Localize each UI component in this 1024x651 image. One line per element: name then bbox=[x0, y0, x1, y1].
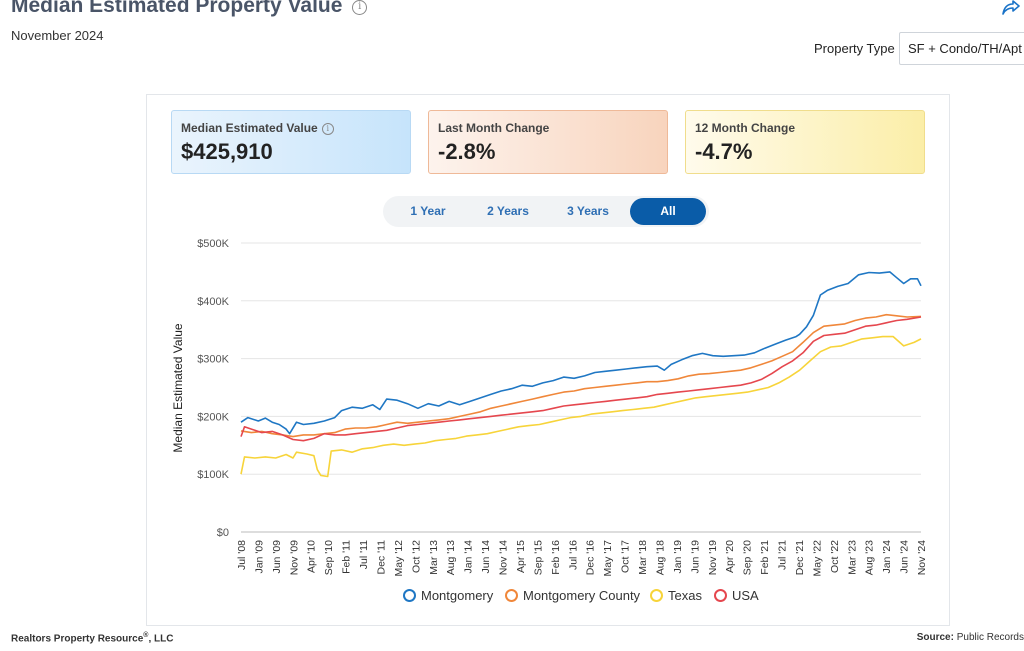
range-tabs: 1 Year 2 Years 3 Years All bbox=[383, 196, 709, 227]
page-title: Median Estimated Property Value i bbox=[11, 0, 368, 18]
legend-swatch-montgomery bbox=[403, 589, 416, 602]
footer-source-value: Public Records bbox=[956, 632, 1024, 643]
x-tick-label: Aug '23 bbox=[864, 540, 876, 575]
series-line-montgomery bbox=[240, 271, 922, 435]
tab-3-years[interactable]: 3 Years bbox=[567, 204, 609, 218]
y-tick-label: $400K bbox=[197, 296, 229, 308]
legend-label-montgomery-county: Montgomery County bbox=[523, 588, 641, 603]
x-tick-label: Sep '15 bbox=[532, 540, 544, 575]
x-tick-label: Oct '17 bbox=[620, 540, 632, 573]
last-month-change-value: -2.8% bbox=[438, 139, 496, 164]
x-tick-label: Feb '11 bbox=[341, 540, 353, 574]
footer-source: Source: Public Records bbox=[917, 632, 1024, 643]
median-value-card: Median Estimated Value i $425,910 bbox=[171, 110, 411, 174]
legend-item-montgomery-county[interactable]: Montgomery County bbox=[505, 588, 640, 603]
legend-label-usa: USA bbox=[732, 588, 759, 603]
series-line-montgomery-county bbox=[240, 313, 922, 438]
legend-swatch-texas bbox=[650, 589, 663, 602]
x-tick-label: Jul '11 bbox=[358, 540, 370, 569]
x-tick-label: Jun '24 bbox=[899, 540, 911, 574]
median-value: $425,910 bbox=[181, 139, 273, 164]
legend-item-montgomery[interactable]: Montgomery bbox=[403, 588, 493, 603]
share-icon[interactable] bbox=[1002, 0, 1020, 16]
chart-panel bbox=[146, 94, 950, 626]
property-type-label: Property Type bbox=[814, 41, 895, 56]
tab-all[interactable]: All bbox=[630, 198, 706, 225]
y-tick-label: $500K bbox=[197, 238, 229, 250]
x-tick-label: Jul '21 bbox=[777, 540, 789, 570]
x-tick-label: Nov '24 bbox=[916, 540, 928, 575]
x-tick-label: Feb '16 bbox=[550, 540, 562, 575]
x-tick-label: Dec '21 bbox=[794, 540, 806, 575]
legend-swatch-montgomery-county bbox=[505, 589, 518, 602]
x-tick-label: Nov '19 bbox=[707, 540, 719, 575]
x-tick-label: Mar '18 bbox=[637, 540, 649, 575]
x-tick-label: Jan '14 bbox=[463, 540, 475, 574]
footer-source-label: Source: bbox=[916, 632, 954, 643]
x-tick-label: Apr '20 bbox=[724, 540, 736, 573]
x-tick-label: May '22 bbox=[811, 540, 823, 577]
twelve-month-change-value: -4.7% bbox=[695, 139, 753, 164]
legend-label-texas: Texas bbox=[668, 588, 702, 603]
y-axis-label: Median Estimated Value bbox=[171, 323, 185, 453]
y-tick-label: $100K bbox=[197, 469, 229, 481]
twelve-month-change-card: 12 Month Change -4.7% bbox=[685, 110, 925, 174]
series-line-usa bbox=[240, 316, 922, 442]
x-tick-label: Oct '12 bbox=[410, 540, 422, 573]
legend-item-texas[interactable]: Texas bbox=[650, 588, 702, 603]
y-tick-label: $200K bbox=[197, 411, 229, 423]
x-tick-label: Jul '08 bbox=[236, 540, 248, 570]
x-tick-label: Apr '15 bbox=[515, 540, 527, 573]
card-label: Median Estimated Value i bbox=[181, 121, 401, 135]
x-tick-label: Nov '09 bbox=[288, 540, 300, 575]
x-tick-label: Jul '16 bbox=[567, 540, 579, 570]
footer-credit-reg: ® bbox=[143, 632, 149, 639]
twelve-month-change-label: 12 Month Change bbox=[695, 121, 796, 135]
page-subtitle: November 2024 bbox=[11, 28, 104, 43]
legend-label-montgomery: Montgomery bbox=[421, 588, 494, 603]
x-tick-label: Oct '22 bbox=[829, 540, 841, 573]
legend-item-usa[interactable]: USA bbox=[714, 588, 759, 603]
x-tick-label: Aug '13 bbox=[445, 540, 457, 575]
x-tick-label: Dec '16 bbox=[585, 540, 597, 575]
x-tick-label: Jan '09 bbox=[253, 540, 265, 574]
x-tick-label: Nov '14 bbox=[498, 540, 510, 575]
x-tick-label: May '17 bbox=[602, 540, 614, 577]
legend-swatch-usa bbox=[714, 589, 727, 602]
median-value-label: Median Estimated Value bbox=[181, 121, 318, 135]
y-tick-label: $0 bbox=[217, 527, 229, 539]
tab-2-years[interactable]: 2 Years bbox=[487, 204, 529, 218]
property-type-select[interactable]: SF + Condo/TH/Apt bbox=[899, 32, 1024, 65]
x-tick-label: Apr '10 bbox=[306, 540, 318, 573]
x-tick-label: Aug '18 bbox=[654, 540, 666, 575]
footer-credit-suffix: , LLC bbox=[148, 633, 174, 645]
x-tick-label: Jan '24 bbox=[881, 540, 893, 574]
x-tick-label: Jun '14 bbox=[480, 540, 492, 574]
x-tick-label: Jun '09 bbox=[271, 540, 283, 574]
tab-1-year[interactable]: 1 Year bbox=[410, 204, 446, 218]
info-icon[interactable]: i bbox=[352, 0, 368, 15]
page-title-text: Median Estimated Property Value bbox=[11, 0, 343, 17]
last-month-change-label: Last Month Change bbox=[438, 121, 550, 135]
x-tick-label: Mar '23 bbox=[846, 540, 858, 575]
footer-credit: Realtors Property Resource®, LLC bbox=[11, 632, 173, 644]
x-tick-label: May '12 bbox=[393, 540, 405, 577]
x-tick-label: Mar '13 bbox=[428, 540, 440, 575]
y-tick-label: $300K bbox=[197, 354, 229, 366]
x-tick-label: Sep '10 bbox=[323, 540, 335, 575]
footer-credit-name: Realtors Property Resource bbox=[11, 633, 144, 645]
x-tick-label: Dec '11 bbox=[375, 540, 387, 575]
median-info-icon[interactable]: i bbox=[321, 123, 334, 135]
x-tick-label: Jun '19 bbox=[689, 540, 701, 574]
chart-legend: Montgomery Montgomery County Texas USA bbox=[0, 588, 1024, 606]
last-month-change-card: Last Month Change -2.8% bbox=[428, 110, 668, 174]
x-tick-label: Jan '19 bbox=[672, 540, 684, 574]
x-tick-label: Sep '20 bbox=[742, 540, 754, 575]
series-line-texas bbox=[240, 335, 922, 478]
x-tick-label: Feb '21 bbox=[759, 540, 771, 575]
